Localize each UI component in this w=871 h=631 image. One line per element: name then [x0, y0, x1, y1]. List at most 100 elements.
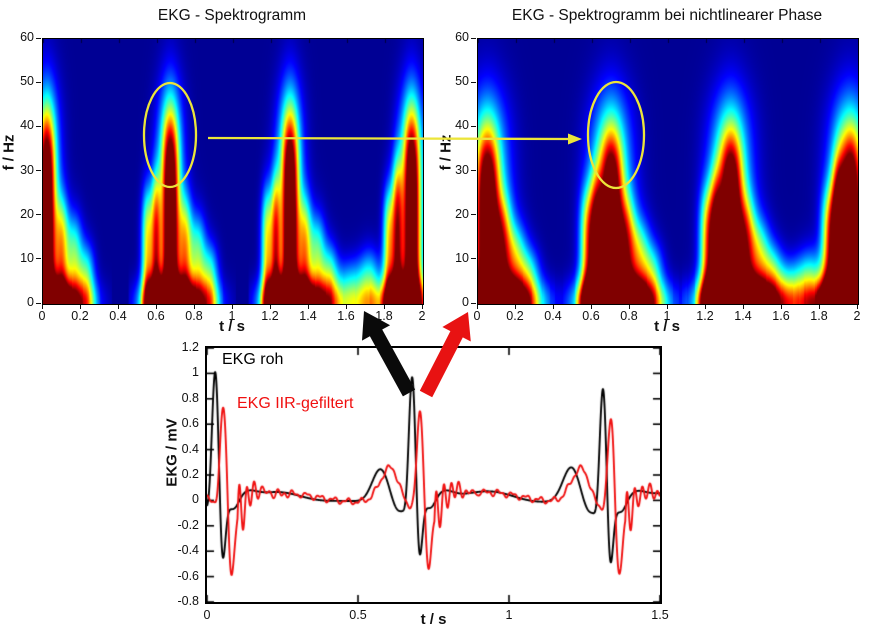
- x-tick-label: 1.6: [337, 309, 355, 323]
- x-tick-label: 0.8: [620, 309, 638, 323]
- ekg-waveform-plot: [205, 346, 662, 604]
- y-tick-label: 0: [192, 492, 199, 507]
- x-tick-label: 0.6: [582, 309, 600, 323]
- y-tick-mark: [471, 258, 476, 260]
- x-tick-label: 1.4: [734, 309, 752, 323]
- x-tick-mark: [590, 305, 592, 309]
- x-tick-mark: [155, 305, 157, 309]
- y-tick-mark: [471, 37, 476, 39]
- y-tick-label: 0.2: [181, 467, 199, 481]
- y-tick-mark: [36, 81, 41, 83]
- y-tick-label: 1.2: [181, 340, 199, 354]
- y-tick-label: 50: [20, 74, 34, 89]
- x-tick-mark: [193, 305, 195, 309]
- y-tick-label: 0.4: [181, 441, 199, 456]
- y-tick-mark: [36, 302, 41, 304]
- y-tick-label: 10: [20, 250, 34, 265]
- x-tick-mark: [117, 305, 119, 309]
- x-tick-mark: [780, 305, 782, 309]
- y-tick-mark: [471, 170, 476, 171]
- x-tick-mark: [345, 305, 347, 309]
- y-tick-label: 0: [462, 295, 469, 309]
- x-tick-label: 1.6: [772, 309, 790, 323]
- x-tick-label: 0.4: [544, 309, 562, 323]
- x-tick-label: 0: [38, 309, 46, 323]
- x-tick-mark: [704, 305, 706, 309]
- x-tick-mark: [307, 305, 309, 309]
- y-tick-label: 10: [455, 250, 469, 265]
- x-tick-label: 1.8: [810, 309, 828, 323]
- y-tick-label: 0.8: [181, 390, 199, 405]
- y-tick-mark: [471, 302, 476, 304]
- x-tick-label: 1: [505, 608, 513, 622]
- legend-ekg-iir-gefiltert: EKG IIR-gefiltert: [237, 395, 354, 412]
- legend-ekg-roh: EKG roh: [222, 351, 284, 368]
- y-tick-mark: [471, 81, 476, 83]
- y-tick-mark: [471, 214, 476, 216]
- x-tick-label: 1: [228, 309, 236, 323]
- x-tick-mark: [79, 305, 81, 309]
- x-tick-mark: [742, 305, 744, 309]
- x-tick-label: 0: [473, 309, 481, 323]
- y-tick-label: 40: [20, 118, 34, 133]
- x-tick-mark: [514, 305, 516, 309]
- y-tick-label: 0.6: [181, 416, 199, 431]
- y-tick-mark: [36, 258, 41, 260]
- y-tick-label: 30: [455, 162, 469, 177]
- spectrogram-filtered-image: [478, 39, 858, 304]
- x-tick-mark: [476, 305, 478, 309]
- y-tick-label: -0.8: [177, 594, 199, 608]
- x-tick-label: 0.2: [506, 309, 524, 323]
- x-tick-mark: [231, 305, 233, 309]
- y-tick-mark: [36, 170, 41, 171]
- ekg-waveform-image: [207, 348, 660, 602]
- x-tick-label: 1.8: [375, 309, 393, 323]
- spectrogram-raw-xlabel: t / s: [219, 318, 245, 335]
- y-tick-mark: [471, 125, 476, 127]
- spectrogram-raw-plot: [42, 38, 424, 305]
- x-tick-mark: [421, 305, 423, 309]
- x-tick-mark: [383, 305, 385, 309]
- x-tick-label: 0.6: [147, 309, 165, 323]
- y-tick-label: 0: [27, 295, 34, 309]
- x-tick-mark: [666, 305, 668, 309]
- x-tick-label: 1: [663, 309, 671, 323]
- x-tick-mark: [856, 305, 858, 309]
- x-tick-label: 1.2: [696, 309, 714, 323]
- x-tick-label: 2: [853, 309, 861, 323]
- y-tick-label: 40: [455, 118, 469, 133]
- x-tick-mark: [818, 305, 820, 309]
- x-tick-label: 1.4: [299, 309, 317, 323]
- x-tick-label: 2: [418, 309, 426, 323]
- spectrogram-filtered-plot: [477, 38, 859, 305]
- y-tick-label: -0.2: [177, 517, 199, 532]
- x-tick-label: 0.8: [185, 309, 203, 323]
- ekg-xlabel: t / s: [420, 611, 447, 628]
- y-tick-label: 30: [20, 162, 34, 177]
- y-tick-mark: [36, 37, 41, 39]
- y-tick-label: -0.4: [177, 543, 199, 558]
- y-tick-label: 20: [20, 206, 34, 221]
- spectrogram-filtered-title: EKG - Spektrogramm bei nichtlinearer Pha…: [511, 7, 823, 24]
- y-tick-label: -0.6: [177, 568, 199, 583]
- x-tick-label: 1.5: [651, 608, 669, 622]
- spectrogram-raw-image: [43, 39, 423, 304]
- x-tick-label: 1.2: [261, 309, 279, 323]
- y-tick-label: 60: [455, 30, 469, 44]
- y-tick-label: 60: [20, 30, 34, 44]
- x-tick-mark: [628, 305, 630, 309]
- y-tick-label: 20: [455, 206, 469, 221]
- x-tick-label: 0.2: [71, 309, 89, 323]
- x-tick-mark: [552, 305, 554, 309]
- y-tick-label: 50: [455, 74, 469, 89]
- y-tick-mark: [36, 125, 41, 127]
- y-tick-mark: [36, 214, 41, 216]
- y-tick-label: 1: [192, 365, 199, 380]
- x-tick-label: 0.4: [109, 309, 127, 323]
- x-tick-label: 0.5: [349, 608, 367, 622]
- spectrogram-raw-title: EKG - Spektrogramm: [157, 7, 307, 24]
- x-tick-mark: [41, 305, 43, 309]
- x-tick-mark: [269, 305, 271, 309]
- x-tick-label: 0: [203, 608, 211, 622]
